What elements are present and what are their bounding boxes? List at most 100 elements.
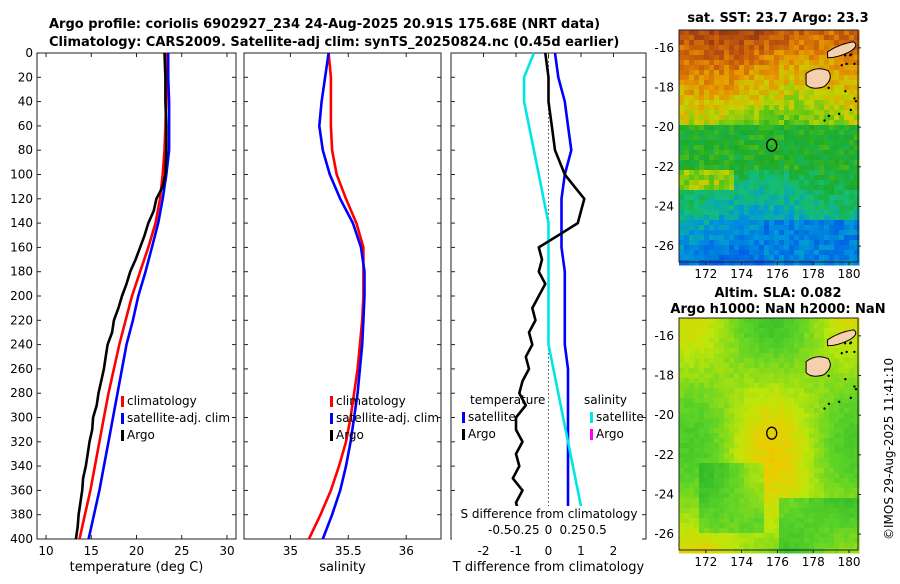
sst_map-cell (834, 240, 840, 246)
sst_map-cell (844, 175, 850, 181)
sla_map-cell (809, 353, 815, 359)
sst_map-cell (789, 220, 795, 226)
sla_map-cell (684, 358, 690, 364)
sla_map-cell (734, 458, 740, 464)
sst_map-cell (849, 140, 855, 146)
sla_map-cell (714, 378, 720, 384)
sst_map-cell (809, 95, 815, 101)
sst_map-cell (814, 220, 820, 226)
sst_map-cell (689, 200, 695, 206)
sst_map-cell (839, 135, 845, 141)
sst_map-cell (699, 90, 705, 96)
sst_map-cell (759, 205, 765, 211)
sst_map-cell (799, 150, 805, 156)
sla_map-cell (854, 493, 860, 499)
sst_map-cell (699, 195, 705, 201)
sla_map-cell (709, 533, 715, 539)
sla_map-cell (839, 473, 845, 479)
sla_map-cell (744, 543, 750, 549)
sla_map-cell (699, 543, 705, 549)
sst_map-cell (739, 205, 745, 211)
sla_map-cell (679, 358, 685, 364)
sla_map-cell (724, 498, 730, 504)
sst_map-cell (689, 80, 695, 86)
sla_map-cell (719, 498, 725, 504)
sla_map-cell (744, 513, 750, 519)
sla_map-cell (809, 433, 815, 439)
sst_map-cell (784, 170, 790, 176)
sst_map-cell (794, 165, 800, 171)
sla_map-cell (739, 328, 745, 334)
sla_map-cell (724, 403, 730, 409)
sla_map-cell (714, 493, 720, 499)
sla_map-cell (789, 368, 795, 374)
sla_map-cell (854, 528, 860, 534)
sla_map-cell (719, 373, 725, 379)
sst_map-cell (819, 250, 825, 256)
sla_map-cell (729, 398, 735, 404)
sst_map-cell (824, 140, 830, 146)
sla_map-cell (684, 473, 690, 479)
sst_map-cell (814, 60, 820, 66)
sst_map-cell (789, 145, 795, 151)
sst_map-cell (704, 260, 710, 266)
sla_map-cell (719, 323, 725, 329)
sst_map-cell (794, 145, 800, 151)
sst_map-cell (829, 125, 835, 131)
sst_map-cell (794, 255, 800, 261)
sst_map-cell (774, 125, 780, 131)
sla_map-cell (709, 378, 715, 384)
sst_map-cell (704, 155, 710, 161)
sla_map-cell (794, 423, 800, 429)
sla_map-cell (774, 513, 780, 519)
sst_map-cell (784, 250, 790, 256)
sst_map-cell (839, 65, 845, 71)
sla_map-cell (759, 333, 765, 339)
sla_map-cell (779, 503, 785, 509)
sla_map-cell (784, 338, 790, 344)
sla_map-cell (759, 328, 765, 334)
sst_map-cell (784, 130, 790, 136)
sst_map-cell (749, 55, 755, 61)
sla_map-cell (724, 328, 730, 334)
sla_map-cell (719, 343, 725, 349)
sla_map-cell (819, 533, 825, 539)
sla_map-cell (699, 423, 705, 429)
sst_map-cell (854, 85, 860, 91)
sla_map-cell (794, 533, 800, 539)
sla_map-cell (734, 423, 740, 429)
sla_map-cell (739, 528, 745, 534)
sst_map-cell (784, 210, 790, 216)
sst_map-cell (714, 245, 720, 251)
sst_map-cell (839, 55, 845, 61)
sla_map-cell (729, 458, 735, 464)
sst_map-cell (724, 190, 730, 196)
sla_map-cell (749, 478, 755, 484)
sst_map-cell (799, 40, 805, 46)
sst_map-cell (849, 60, 855, 66)
sst_map-cell (689, 250, 695, 256)
sla_map-cell (854, 423, 860, 429)
sla_map-cell (789, 468, 795, 474)
sla_map-cell (704, 433, 710, 439)
sla_map-cell (799, 473, 805, 479)
sla_map-cell (844, 408, 850, 414)
sst_map-cell (679, 205, 685, 211)
sla_map-cell (769, 548, 775, 554)
sla_map-cell (689, 518, 695, 524)
sst_map-cell (744, 195, 750, 201)
sla_map-cell (809, 453, 815, 459)
sst_map-cell (734, 70, 740, 76)
sst_map-cell (684, 165, 690, 171)
sla_map-cell (749, 358, 755, 364)
sst_map-cell (824, 30, 830, 36)
sst_map-cell (734, 165, 740, 171)
sla_map-cell (779, 483, 785, 489)
sst_map-cell (704, 130, 710, 136)
sst_map-cell (824, 125, 830, 131)
sst_map-cell (709, 160, 715, 166)
sla_map-cell (684, 483, 690, 489)
sla_map-cell (749, 538, 755, 544)
sst_map-cell (794, 180, 800, 186)
sst_map-cell (689, 65, 695, 71)
